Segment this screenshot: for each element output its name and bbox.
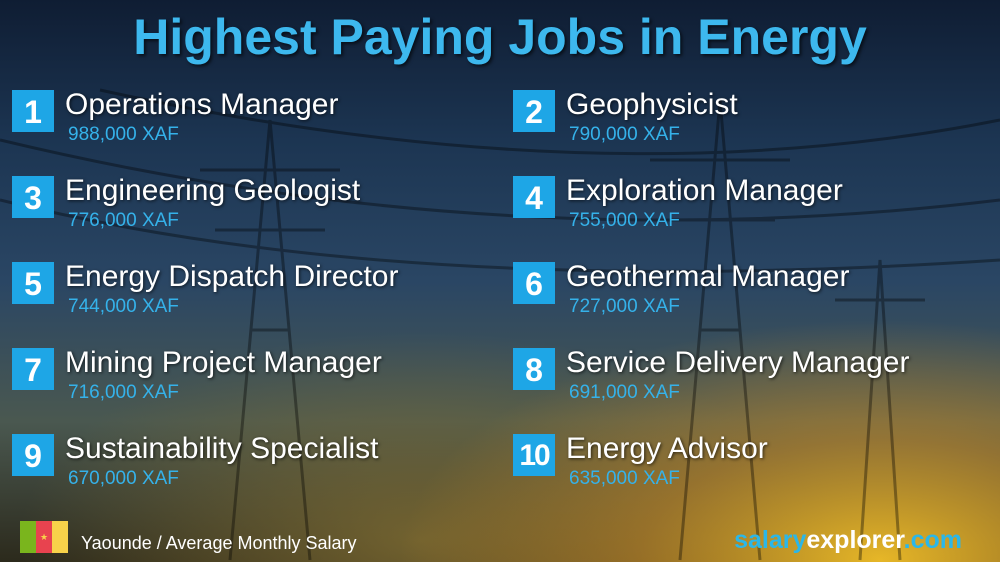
cameroon-flag-icon: ★ — [20, 521, 68, 553]
rank-badge: 1 — [12, 90, 54, 132]
job-title: Energy Advisor — [566, 432, 768, 465]
brand-part: salary — [734, 526, 807, 554]
rank-badge: 2 — [513, 90, 555, 132]
job-title: Geophysicist — [566, 88, 738, 121]
rank-badge: 9 — [12, 434, 54, 476]
job-salary: 635,000 XAF — [569, 468, 680, 489]
rank-badge: 3 — [12, 176, 54, 218]
job-title: Operations Manager — [65, 88, 339, 121]
job-salary: 988,000 XAF — [68, 124, 179, 145]
job-title: Energy Dispatch Director — [65, 260, 399, 293]
job-salary: 744,000 XAF — [68, 296, 179, 317]
job-salary: 790,000 XAF — [569, 124, 680, 145]
job-salary: 755,000 XAF — [569, 210, 680, 231]
job-title: Geothermal Manager — [566, 260, 850, 293]
rank-badge: 7 — [12, 348, 54, 390]
page-title: Highest Paying Jobs in Energy — [133, 9, 867, 65]
brand-part: .com — [903, 526, 962, 554]
rank-badge: 10 — [513, 434, 555, 476]
job-salary: 691,000 XAF — [569, 382, 680, 403]
job-salary: 776,000 XAF — [68, 210, 179, 231]
rank-badge: 6 — [513, 262, 555, 304]
rank-badge: 5 — [12, 262, 54, 304]
job-title: Sustainability Specialist — [65, 432, 379, 465]
rank-badge: 4 — [513, 176, 555, 218]
brand-part: explorer — [806, 526, 904, 554]
job-salary: 670,000 XAF — [68, 468, 179, 489]
job-salary: 727,000 XAF — [569, 296, 680, 317]
brand-logo[interactable]: salaryexplorer.com — [734, 526, 962, 555]
job-title: Exploration Manager — [566, 174, 843, 207]
job-title: Mining Project Manager — [65, 346, 382, 379]
job-title: Engineering Geologist — [65, 174, 361, 207]
job-salary: 716,000 XAF — [68, 382, 179, 403]
footer-location: Yaounde / Average Monthly Salary — [81, 533, 357, 553]
job-title: Service Delivery Manager — [566, 346, 910, 379]
rank-badge: 8 — [513, 348, 555, 390]
